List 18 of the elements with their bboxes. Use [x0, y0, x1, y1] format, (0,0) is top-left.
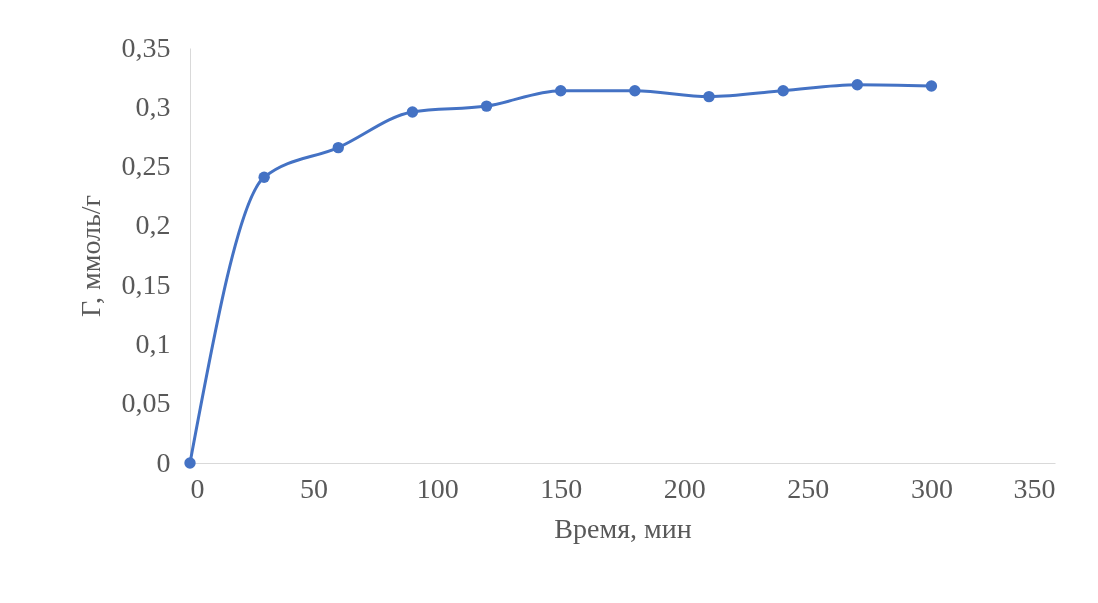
x-tick-label: 350 [1013, 472, 1056, 504]
y-tick-label: 0,05 [121, 387, 171, 419]
x-tick-label: 200 [663, 472, 706, 504]
y-tick-label: 0,1 [135, 327, 171, 359]
x-axis-title: Время, мин [554, 512, 692, 544]
y-tick-label: 0,35 [121, 31, 171, 63]
x-tick-label: 150 [540, 472, 583, 504]
y-tick-label: 0,3 [135, 90, 171, 122]
y-axis-title: Г, ммоль/г [74, 194, 106, 318]
y-tick-label: 0,15 [121, 268, 171, 300]
x-tick-label: 0 [190, 472, 205, 504]
x-tick-label: 250 [787, 472, 830, 504]
y-tick-label: 0,25 [121, 150, 171, 182]
x-tick-label: 50 [300, 472, 329, 504]
y-tick-label: 0 [156, 446, 171, 478]
x-tick-label: 100 [416, 472, 459, 504]
y-tick-label: 0,2 [135, 209, 171, 241]
x-tick-label: 300 [910, 472, 953, 504]
